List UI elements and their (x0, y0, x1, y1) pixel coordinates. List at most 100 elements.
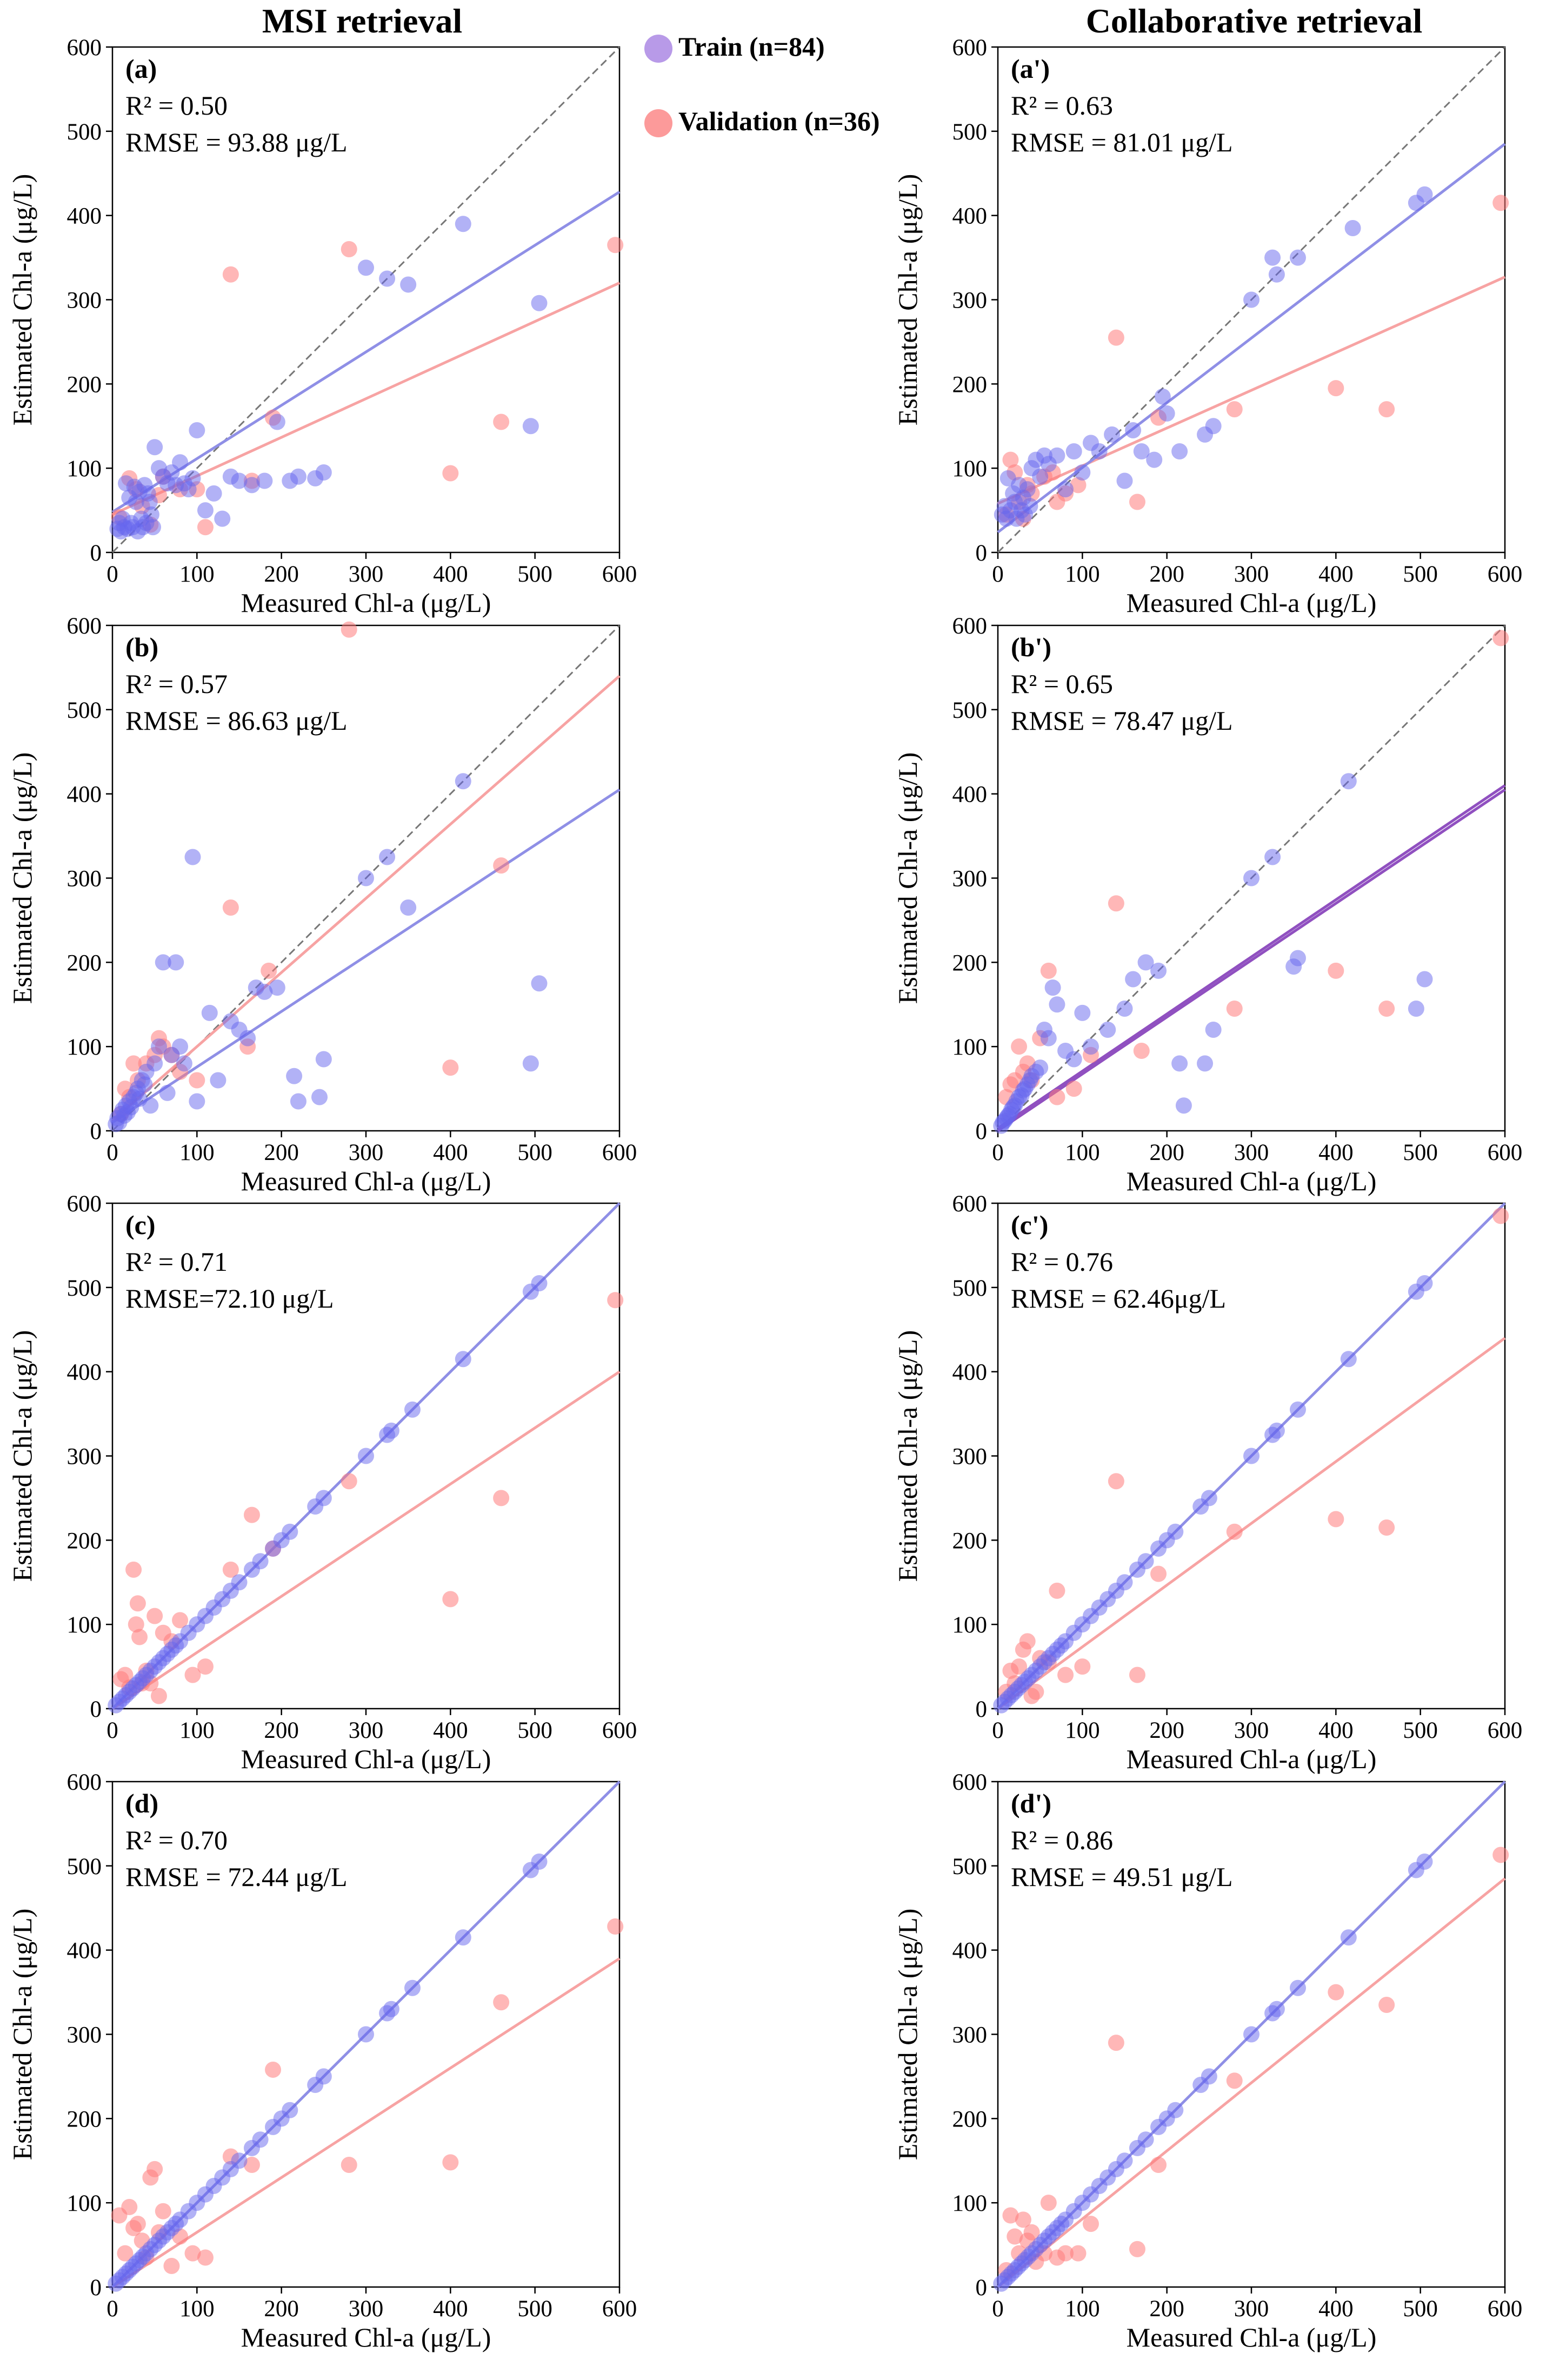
train-point (1243, 870, 1260, 886)
x-tick-label: 300 (1234, 2296, 1269, 2322)
train-point (383, 1422, 399, 1439)
x-tick-label: 100 (179, 562, 215, 587)
train-point (142, 1097, 159, 1114)
train-point (1104, 426, 1121, 443)
train-point (231, 1574, 248, 1591)
y-tick-label: 400 (67, 204, 102, 229)
y-tick-label: 200 (952, 950, 988, 976)
x-tick-label: 400 (433, 2296, 468, 2322)
train-point (383, 2001, 399, 2017)
panel-a2: 00 100 100 200 200 300 300 400 400 500 500 600 600 Me… (892, 35, 1522, 618)
x-tick-label: 400 (1318, 1140, 1354, 1165)
train-point (1116, 1001, 1133, 1017)
y-tick-label: 200 (67, 1528, 102, 1554)
y-tick-label: 600 (67, 614, 102, 639)
x-tick-label: 100 (1065, 1140, 1100, 1165)
validation-point (1040, 962, 1057, 979)
y-tick-label: 300 (952, 2023, 988, 2048)
train-point (282, 1523, 298, 1540)
train-point (315, 2068, 332, 2085)
train-point (172, 1038, 189, 1055)
train-point (379, 849, 396, 865)
x-tick-label: 600 (1488, 2296, 1523, 2322)
validation-point (131, 1629, 148, 1645)
train-point (243, 477, 260, 494)
y-tick-label: 500 (952, 1276, 988, 1301)
rmse: RMSE=72.10 μg/L (125, 1283, 334, 1314)
x-tick-label: 200 (1149, 2296, 1184, 2322)
validation-point (172, 1612, 189, 1629)
panel-a: 00 100 100 200 200 300 300 400 400 500 500 600 600 Me… (7, 35, 637, 618)
panel-label: (d') (1011, 1788, 1051, 1818)
rmse: RMSE = 78.47 μg/L (1011, 705, 1233, 736)
x-tick-label: 200 (264, 2296, 299, 2322)
x-tick-label: 500 (1403, 1140, 1438, 1165)
train-point (1289, 1979, 1306, 1996)
train-point (1044, 979, 1061, 996)
train-regression-line (997, 784, 1506, 1130)
validation-point (1378, 401, 1395, 418)
train-point (400, 899, 417, 916)
train-point (358, 259, 374, 276)
panel-label: (b) (125, 632, 158, 662)
train-point (1340, 773, 1357, 790)
x-tick-label: 600 (602, 1140, 637, 1165)
validation-point (341, 621, 357, 638)
x-tick-label: 600 (602, 1718, 637, 1743)
train-point (146, 439, 163, 456)
train-point (522, 1055, 539, 1072)
panel-label: (a) (125, 54, 157, 84)
validation-point (1492, 1846, 1509, 1863)
train-point (1022, 498, 1038, 515)
validation-point (1378, 1519, 1395, 1536)
y-axis-label: Estimated Chl-a (μg/L) (7, 174, 37, 426)
legend: Train (n=84) Validation (n=36) (644, 31, 880, 137)
validation-point (1150, 1565, 1167, 1582)
train-point (210, 1072, 226, 1089)
validation-point (184, 2245, 201, 2262)
x-tick-label: 500 (517, 1140, 552, 1165)
y-axis-label: Estimated Chl-a (μg/L) (7, 1909, 37, 2161)
validation-point (607, 1292, 624, 1309)
validation-point (184, 1666, 201, 1683)
x-axis-label: Measured Chl-a (μg/L) (1127, 1166, 1377, 1196)
train-point (1125, 971, 1142, 988)
y-tick-label: 500 (67, 1854, 102, 1879)
train-point (1416, 971, 1433, 988)
train-point (455, 1351, 471, 1368)
validation-regression-line (111, 1957, 621, 2289)
train-regression-line (111, 788, 621, 1124)
validation-point (1492, 195, 1509, 211)
validation-regression-line (997, 1337, 1506, 1710)
validation-point (197, 1658, 214, 1675)
y-tick-label: 500 (67, 698, 102, 723)
y-tick-label: 300 (952, 288, 988, 314)
y-tick-label: 400 (952, 782, 988, 808)
x-tick-label: 600 (602, 2296, 637, 2322)
x-tick-label: 400 (1318, 1718, 1354, 1743)
train-point (136, 1076, 153, 1093)
train-point (1137, 1553, 1154, 1570)
train-point (1340, 1351, 1357, 1368)
y-tick-label: 100 (67, 1612, 102, 1638)
train-point (231, 2152, 248, 2169)
validation-point (197, 519, 214, 536)
y-axis-label: Estimated Chl-a (μg/L) (892, 1330, 923, 1582)
train-point (256, 983, 273, 1000)
y-tick-label: 400 (952, 204, 988, 229)
x-tick-label: 100 (179, 2296, 215, 2322)
train-point (214, 510, 231, 527)
right-column-title: Collaborative retrieval (1086, 2, 1423, 40)
y-axis-label: Estimated Chl-a (μg/L) (892, 174, 923, 426)
train-point (141, 494, 158, 510)
validation-point (117, 2245, 134, 2262)
y-tick-label: 300 (67, 1444, 102, 1470)
validation-point (1049, 1582, 1065, 1599)
train-point (286, 1068, 303, 1084)
rmse: RMSE = 62.46μg/L (1011, 1283, 1226, 1314)
panel-label: (d) (125, 1788, 158, 1818)
x-tick-label: 300 (1234, 1718, 1269, 1743)
y-tick-label: 500 (67, 1276, 102, 1301)
train-point (358, 870, 374, 886)
panel-b: 00 100 100 200 200 300 300 400 400 500 500 600 600 Me… (7, 614, 637, 1196)
